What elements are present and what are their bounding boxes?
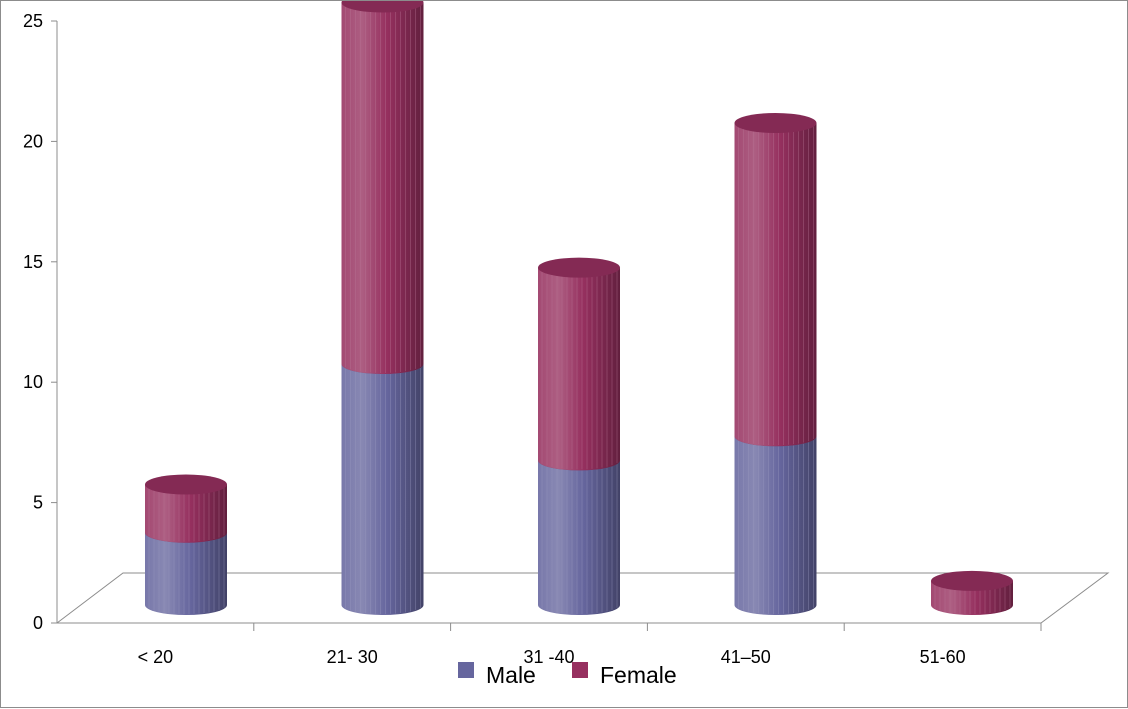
x-tick-label: 21- 30 xyxy=(327,647,378,667)
bar-male-body xyxy=(341,364,424,615)
bar-female-body xyxy=(538,267,620,471)
legend-label-female: Female xyxy=(600,662,677,688)
y-tick-label: 20 xyxy=(23,131,43,151)
cylinder-male xyxy=(341,354,424,615)
cylinder-female xyxy=(931,570,1013,615)
bar-female-cap xyxy=(145,474,227,495)
bar-female-cap xyxy=(931,570,1013,591)
legend-swatch-male xyxy=(458,662,474,678)
legend-swatch-female xyxy=(572,662,588,678)
bar-male-body xyxy=(734,436,817,615)
cylinder-female xyxy=(734,113,817,447)
y-tick-label: 10 xyxy=(23,372,43,392)
x-tick-label: < 20 xyxy=(138,647,174,667)
y-tick-label: 15 xyxy=(23,252,43,272)
y-tick-label: 25 xyxy=(23,11,43,31)
bar-female-cap xyxy=(341,1,424,13)
cylinder-male xyxy=(734,426,817,615)
cylinder-female xyxy=(538,257,620,471)
cylinder-male xyxy=(538,450,620,615)
bar-male-body xyxy=(538,460,620,615)
cylinder-female xyxy=(145,474,227,543)
y-tick-label: 0 xyxy=(33,613,43,633)
bar-female-body xyxy=(341,2,424,374)
cylinder-female xyxy=(341,1,424,374)
x-tick-label: 31 -40 xyxy=(523,647,574,667)
bar-male-body xyxy=(145,532,227,615)
x-tick-label: 41–50 xyxy=(721,647,771,667)
bar-female-cap xyxy=(538,257,620,278)
y-tick-label: 5 xyxy=(33,493,43,513)
legend-label-male: Male xyxy=(486,662,536,688)
bar-female-body xyxy=(145,484,227,543)
bar-female-cap xyxy=(734,113,817,133)
bar-female-body xyxy=(734,123,817,447)
x-tick-label: 51-60 xyxy=(920,647,966,667)
